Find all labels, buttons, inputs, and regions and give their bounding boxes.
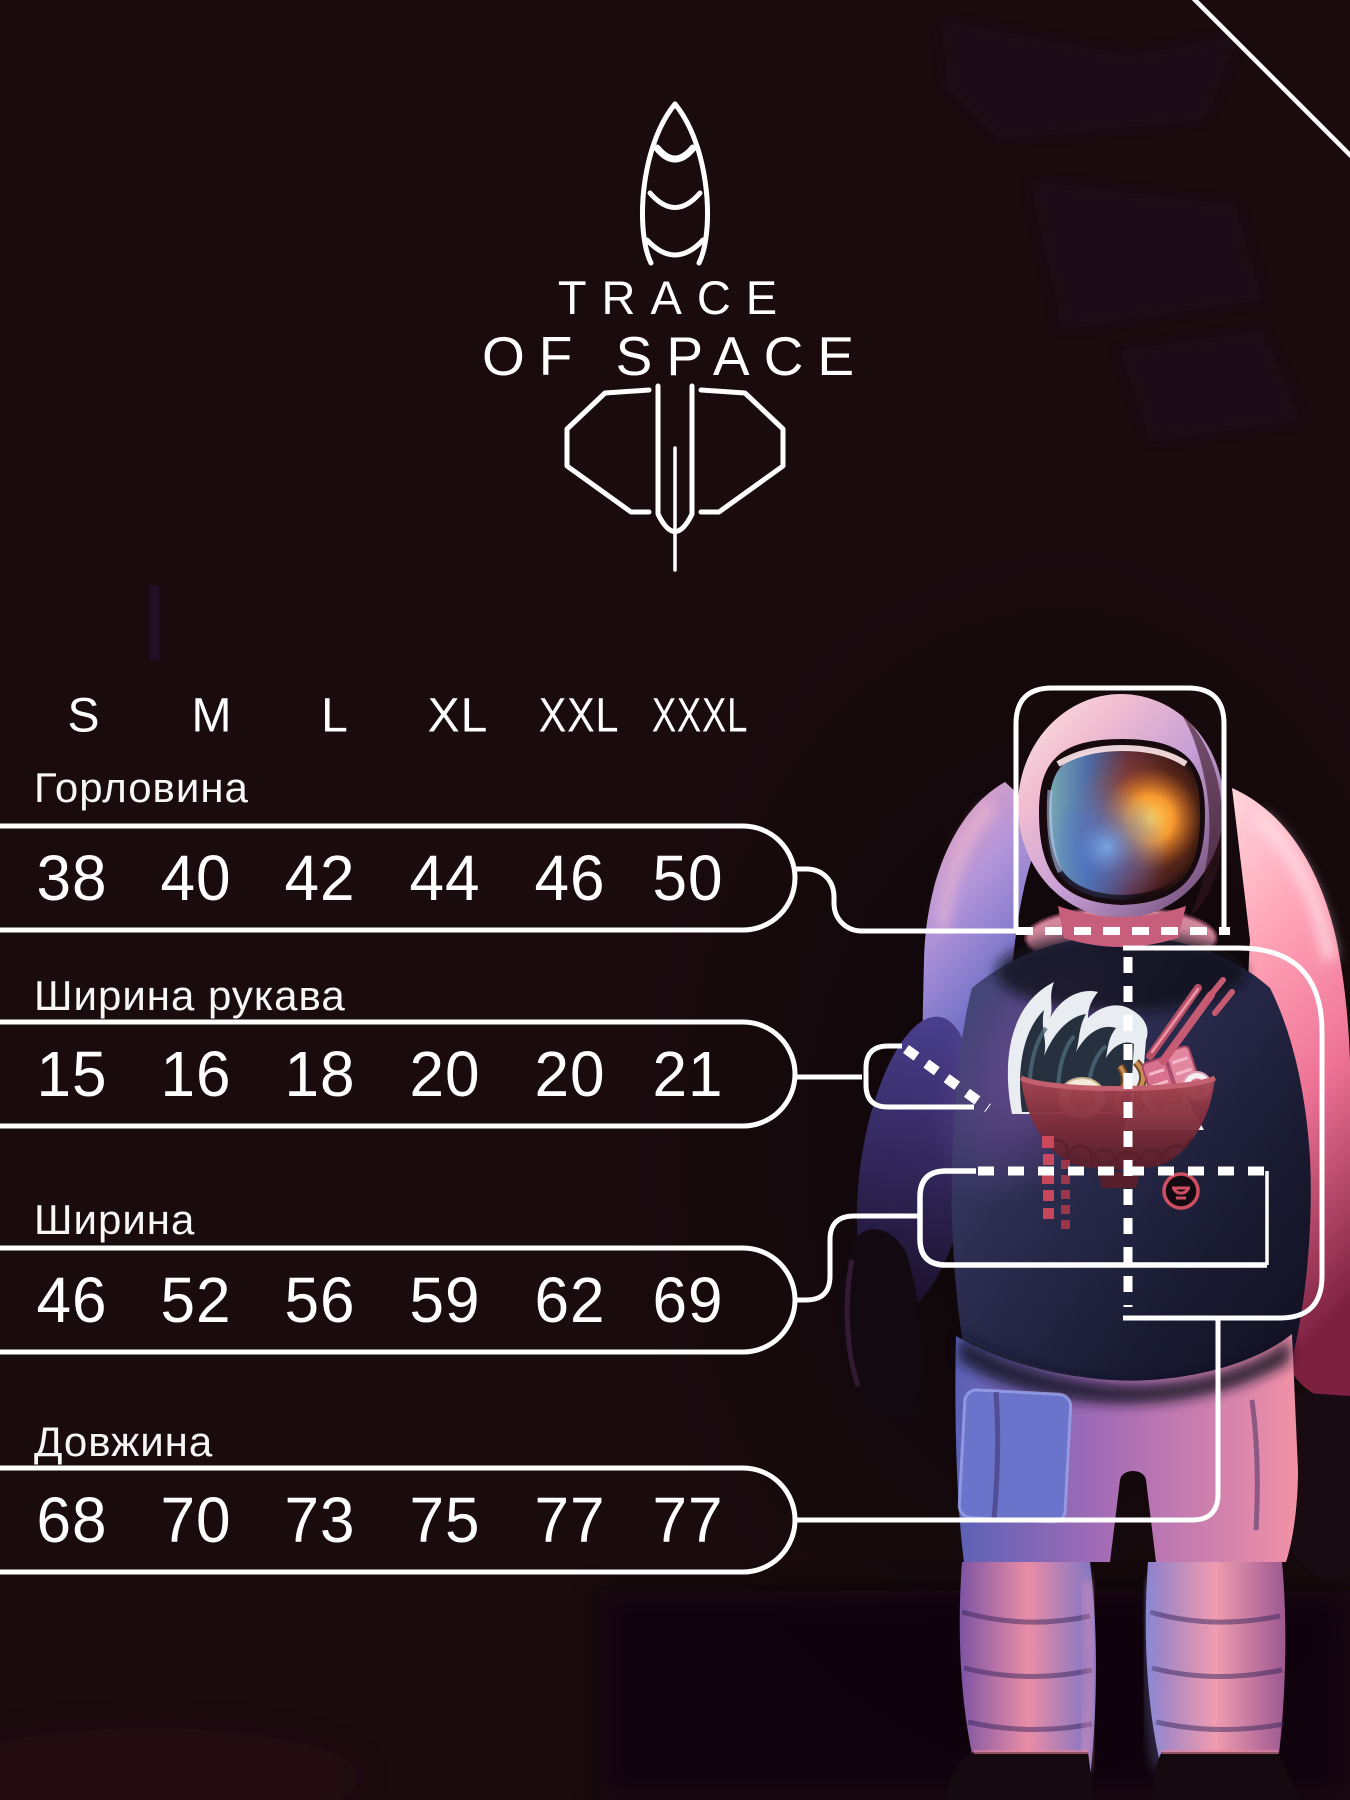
value-sleeve-m: 16 <box>160 1038 232 1110</box>
row-box-sleeve <box>0 1019 798 1129</box>
row-label-length: Довжина <box>34 1418 214 1465</box>
row-label-collar: Горловина <box>34 764 249 811</box>
size-header-xxxl: XXXL <box>651 689 749 743</box>
value-sleeve-xl: 20 <box>409 1038 481 1110</box>
value-collar-xl: 44 <box>409 842 481 914</box>
value-collar-xxxl: 50 <box>652 842 724 914</box>
value-width-m: 52 <box>160 1264 232 1336</box>
value-width-l: 56 <box>284 1264 356 1336</box>
background-grunge <box>940 20 1302 442</box>
value-width-xxxl: 69 <box>652 1264 724 1336</box>
row-box-collar <box>0 823 798 933</box>
value-sleeve-xxxl: 21 <box>652 1038 724 1110</box>
ramen-wave-print <box>1007 977 1235 1229</box>
size-header-xl: XL <box>427 689 489 743</box>
size-header-l: L <box>321 689 349 743</box>
row-label-width: Ширина <box>34 1196 196 1243</box>
value-width-xl: 59 <box>409 1264 481 1336</box>
brand-name-line2: OF SPACE <box>481 325 869 387</box>
value-length-l: 73 <box>284 1484 356 1556</box>
value-length-xl: 75 <box>409 1484 481 1556</box>
value-length-xxxl: 77 <box>652 1484 724 1556</box>
corner-diagonal-line <box>1191 0 1350 159</box>
value-length-xxl: 77 <box>534 1484 606 1556</box>
brand-name-line1: TRACE <box>557 271 793 324</box>
value-sleeve-l: 18 <box>284 1038 356 1110</box>
spaceship-wings-icon <box>564 383 786 572</box>
value-width-s: 46 <box>36 1264 108 1336</box>
size-header-m: M <box>191 689 233 743</box>
value-collar-s: 38 <box>36 842 108 914</box>
value-collar-xxl: 46 <box>534 842 606 914</box>
value-sleeve-s: 15 <box>36 1038 108 1110</box>
value-collar-m: 40 <box>160 842 232 914</box>
size-header-s: S <box>67 689 101 743</box>
size-header-xxl: XXL <box>538 689 620 743</box>
rocket-icon <box>640 101 710 266</box>
value-collar-l: 42 <box>284 842 356 914</box>
value-length-s: 68 <box>36 1484 108 1556</box>
row-label-sleeve: Ширина рукава <box>34 972 346 1019</box>
value-length-m: 70 <box>160 1484 232 1556</box>
value-width-xxl: 62 <box>534 1264 606 1336</box>
value-sleeve-xxl: 20 <box>534 1038 606 1110</box>
